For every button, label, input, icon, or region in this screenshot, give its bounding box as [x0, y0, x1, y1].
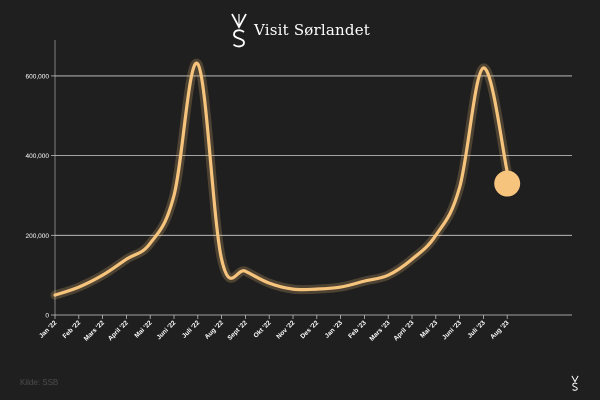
x-axis-ticks: Jan '22 Feb '22 Mars '22 April '22 Mai '22 Ju…	[38, 315, 511, 343]
data-point-6	[196, 62, 200, 66]
x-tick-label-18: Juli '23	[466, 319, 487, 340]
y-tick-label-0: 0	[45, 313, 49, 320]
x-tick-label-2: Mars '22	[83, 319, 106, 342]
x-tick-label-3: April '22	[107, 319, 130, 342]
series-layer	[50, 58, 521, 300]
y-tick-label-2: 400,000	[26, 153, 50, 160]
data-point-16	[434, 233, 438, 237]
y-tick-label-3: 600,000	[26, 73, 50, 80]
x-tick-label-1: Feb '22	[62, 319, 83, 340]
data-point-12	[339, 285, 343, 289]
data-point-4	[148, 241, 152, 245]
y-axis-ticks: 0 200,000 400,000 600,000	[26, 73, 55, 320]
data-point-17	[458, 185, 462, 189]
x-tick-label-14: Mars '23	[368, 319, 391, 342]
data-point-7	[220, 257, 224, 261]
data-point-1	[77, 285, 81, 289]
vs-logo-icon	[231, 13, 247, 48]
x-tick-label-0: Jan '22	[38, 319, 59, 340]
data-point-14	[386, 273, 390, 277]
data-point-9	[267, 281, 271, 285]
data-point-15	[410, 257, 414, 261]
data-point-18	[481, 66, 485, 70]
brand-name: Visit Sørlandet	[253, 21, 371, 39]
x-tick-label-16: Mai '23	[419, 319, 439, 339]
data-point-2	[101, 273, 105, 277]
x-tick-label-5: Juni '22	[156, 319, 178, 341]
x-tick-label-12: Jan '23	[324, 319, 345, 340]
data-point-10	[291, 287, 295, 291]
data-point-13	[362, 279, 366, 283]
x-tick-label-7: Aug '22	[204, 319, 226, 341]
x-tick-label-4: Mai '22	[134, 319, 154, 339]
data-point-11	[315, 287, 319, 291]
x-tick-label-19: Aug '23	[489, 319, 511, 341]
data-point-3	[124, 257, 128, 261]
x-tick-label-13: Feb '23	[347, 319, 368, 340]
x-tick-label-8: Sept '22	[226, 319, 249, 342]
x-tick-label-10: Nov '22	[275, 319, 296, 340]
chart-header: Visit Sørlandet	[0, 8, 600, 52]
data-point-0	[53, 293, 57, 297]
x-tick-label-15: April '23	[393, 319, 416, 342]
vs-corner-logo-icon	[571, 375, 579, 391]
x-tick-label-9: Okt '22	[253, 319, 273, 339]
x-tick-label-6: Juli '22	[181, 319, 202, 340]
data-point-8	[243, 269, 247, 273]
source-note: Kilde: SSB	[20, 378, 59, 387]
last-point-marker	[494, 170, 521, 197]
data-point-5	[172, 193, 176, 197]
y-tick-label-1: 200,000	[26, 233, 50, 240]
x-tick-label-17: Juni '23	[441, 319, 463, 341]
grid-lines	[54, 40, 572, 316]
series-line	[53, 61, 509, 297]
x-tick-label-11: Des '22	[299, 319, 320, 340]
